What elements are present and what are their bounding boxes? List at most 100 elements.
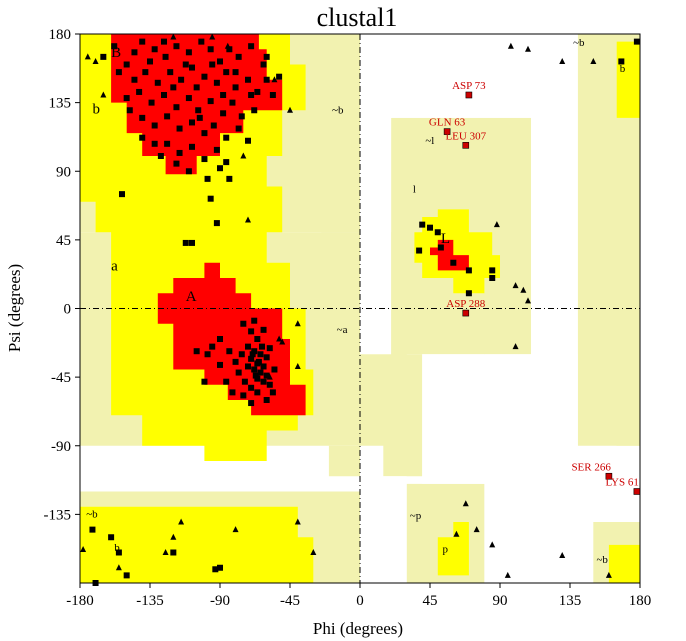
residue-square <box>416 247 423 254</box>
residue-square <box>245 76 251 83</box>
residue-triangle <box>559 57 566 64</box>
residue-square <box>419 221 426 228</box>
region-label: b <box>114 542 120 554</box>
residue-square <box>263 397 270 403</box>
y-tick-label: 0 <box>64 302 72 318</box>
residue-square <box>131 76 138 83</box>
core-region-beta <box>111 34 283 175</box>
region-label: ~p <box>410 510 422 522</box>
generous-cap <box>321 34 360 233</box>
residue-triangle <box>271 76 278 83</box>
residue-square <box>185 168 192 175</box>
residue-square <box>223 69 230 76</box>
gap-top <box>360 34 578 118</box>
residue-square <box>249 351 256 358</box>
residue-square <box>195 107 202 114</box>
residue-square <box>123 95 130 102</box>
residue-triangle <box>266 373 273 380</box>
residue-square <box>111 43 118 50</box>
x-tick-label: -135 <box>136 593 164 609</box>
residue-square <box>161 92 167 98</box>
residue-square <box>119 191 125 198</box>
residue-square <box>434 229 441 236</box>
residue-triangle <box>100 91 107 98</box>
residue-square <box>147 58 153 65</box>
residue-square <box>201 156 208 163</box>
residue-square <box>252 372 259 379</box>
residue-square <box>142 69 149 76</box>
residue-square <box>92 580 99 586</box>
region-label: ~b <box>596 554 608 566</box>
x-tick-label: -90 <box>210 593 230 609</box>
region-label: b <box>92 101 100 117</box>
residue-square <box>189 119 195 126</box>
generous-region-tail <box>328 445 360 477</box>
residue-triangle <box>115 564 122 571</box>
residue-triangle <box>294 362 301 369</box>
gap-lower <box>484 354 578 583</box>
residue-triangle <box>294 518 301 525</box>
residue-triangle <box>520 286 527 293</box>
region-label: A <box>186 289 197 305</box>
x-tick-label: 135 <box>559 593 582 609</box>
outlier-marker <box>605 472 613 480</box>
residue-triangle <box>170 533 177 540</box>
residue-square <box>226 46 233 53</box>
residue-square <box>164 113 171 120</box>
residue-square <box>182 239 189 246</box>
residue-square <box>245 137 251 144</box>
gap-bottom <box>360 476 407 583</box>
residue-square <box>251 317 258 324</box>
residue-square <box>235 369 242 376</box>
residue-square <box>269 389 276 396</box>
residue-square <box>151 140 158 147</box>
x-tick-label: 180 <box>629 593 652 609</box>
residue-square <box>173 160 180 167</box>
residue-square <box>235 53 242 60</box>
residue-square <box>226 348 233 355</box>
residue-triangle <box>294 320 301 327</box>
generous-region-bridge <box>383 354 423 477</box>
residue-square <box>266 345 273 352</box>
residue-square <box>207 46 214 53</box>
residue-square <box>213 146 220 153</box>
x-tick-label: -45 <box>280 593 300 609</box>
residue-square <box>238 113 245 120</box>
residue-triangle <box>462 500 469 507</box>
residue-square <box>178 76 185 83</box>
residue-square <box>182 61 189 68</box>
residue-square <box>437 244 444 251</box>
outlier-marker <box>633 488 641 495</box>
residue-square <box>271 366 278 373</box>
residue-triangle <box>559 552 566 559</box>
residue-square <box>170 84 177 91</box>
residue-square <box>263 76 270 83</box>
y-tick-label: 135 <box>49 96 72 112</box>
residue-square <box>170 549 177 556</box>
residue-square <box>260 378 267 385</box>
residue-square <box>220 110 227 117</box>
residue-square <box>240 392 247 399</box>
residue-square <box>263 354 270 361</box>
region-label: ~a <box>337 324 348 336</box>
allowed-region-right-corner <box>608 544 640 583</box>
region-label: b <box>620 63 626 75</box>
residue-square <box>185 49 192 56</box>
allowed-region-beta-low <box>80 506 314 583</box>
residue-square <box>185 95 192 102</box>
y-tick-label: -135 <box>44 507 72 523</box>
residue-triangle <box>84 53 91 60</box>
residue-square <box>235 125 242 132</box>
residue-square <box>139 134 146 141</box>
residue-square <box>465 290 472 297</box>
residue-square <box>217 336 223 342</box>
residue-triangle <box>170 33 177 40</box>
residue-square <box>139 38 146 45</box>
tick-labels: -180 -135 -90 -45 0 45 90 135 180 -135 -90 -45 0 45 90… <box>44 27 652 609</box>
residue-triangle <box>178 518 185 525</box>
residue-square <box>254 375 261 382</box>
x-tick-label: 0 <box>356 593 364 609</box>
residue-square <box>251 348 258 355</box>
